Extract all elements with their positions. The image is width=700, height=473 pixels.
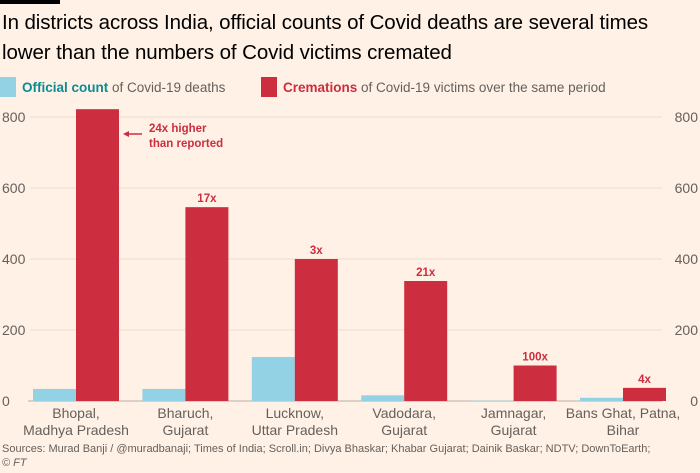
- labels: 0 0 200 200 400 400 600 600 800 800 Bhopal,Madhya …: [2, 109, 698, 438]
- annotation-arrow-head-icon: [123, 131, 129, 137]
- gridlines: [28, 116, 662, 402]
- legend-label-official-rest: of Covid-19 deaths: [108, 79, 226, 95]
- x-category-label: Gujarat: [381, 422, 427, 438]
- x-category-label: Jamnagar,: [481, 405, 546, 421]
- bar-cremations: [513, 365, 557, 401]
- source-text: Sources: Murad Banji / @muradbanaji; Tim…: [2, 443, 651, 455]
- bar-official: [142, 388, 186, 401]
- bar-cremations: [623, 387, 666, 401]
- legend-label-official-strong: Official count: [22, 79, 109, 95]
- y-tick-label-left: 200: [2, 322, 26, 338]
- y-tick-label-left: 600: [2, 180, 26, 196]
- bar-official: [33, 388, 76, 401]
- legend-label-cremations-rest: of Covid-19 victims over the same period: [357, 79, 606, 95]
- y-tick-label-left: 800: [2, 109, 26, 125]
- bar-cremations: [185, 207, 229, 401]
- y-tick-label-right: 800: [675, 109, 699, 125]
- legend-item-cremations: Cremations of Covid-19 victims over the …: [261, 77, 606, 97]
- legend-swatch-cremations: [261, 77, 277, 97]
- x-category-label: Bharuch,: [157, 405, 213, 421]
- x-category-label: Madhya Pradesh: [23, 422, 129, 438]
- x-category-label: Gujarat: [162, 422, 208, 438]
- annotation-line-2: than reported: [149, 138, 223, 150]
- x-category-label: Lucknow,: [266, 405, 324, 421]
- x-category-label: Vadodara,: [372, 405, 436, 421]
- multiplier-label: 21x: [416, 267, 436, 279]
- annotation-group: 24x higher than reported: [123, 123, 223, 150]
- multiplier-label: 4x: [638, 374, 651, 386]
- y-tick-label-left: 0: [2, 393, 10, 409]
- bar-cremations: [294, 259, 338, 401]
- x-category-label: Uttar Pradesh: [252, 422, 338, 438]
- y-tick-label-right: 600: [675, 180, 699, 196]
- multiplier-label: 3x: [310, 245, 323, 257]
- bar-official: [470, 400, 514, 402]
- chart-title: In districts across India, official coun…: [2, 11, 649, 64]
- x-category-label: Bhopal,: [52, 405, 99, 421]
- bar-cremations: [404, 281, 448, 401]
- x-category-label: Gujarat: [491, 422, 537, 438]
- legend-label-cremations-strong: Cremations: [283, 79, 358, 95]
- bar-official: [361, 395, 405, 401]
- copyright: © FT: [2, 457, 27, 469]
- bar-cremations: [76, 109, 119, 401]
- legend-swatch-official: [0, 77, 16, 97]
- y-tick-label-right: 0: [690, 393, 698, 409]
- x-category-label: Bihar: [607, 422, 640, 438]
- annotation-line-1: 24x higher: [149, 123, 207, 135]
- source-note: Sources: Murad Banji / @muradbanaji; Tim…: [2, 442, 698, 470]
- legend-item-official: Official count of Covid-19 deaths: [0, 77, 225, 97]
- y-tick-label-right: 200: [675, 322, 699, 338]
- ft-top-bar: [0, 0, 60, 4]
- bar-official: [251, 356, 295, 401]
- y-tick-label-left: 400: [2, 251, 26, 267]
- multiplier-label: 100x: [522, 352, 548, 364]
- x-category-label: Bans Ghat, Patna,: [566, 405, 680, 421]
- bars: [33, 109, 666, 402]
- y-tick-label-right: 400: [675, 251, 699, 267]
- bar-official: [580, 397, 623, 401]
- multiplier-label: 17x: [197, 193, 217, 205]
